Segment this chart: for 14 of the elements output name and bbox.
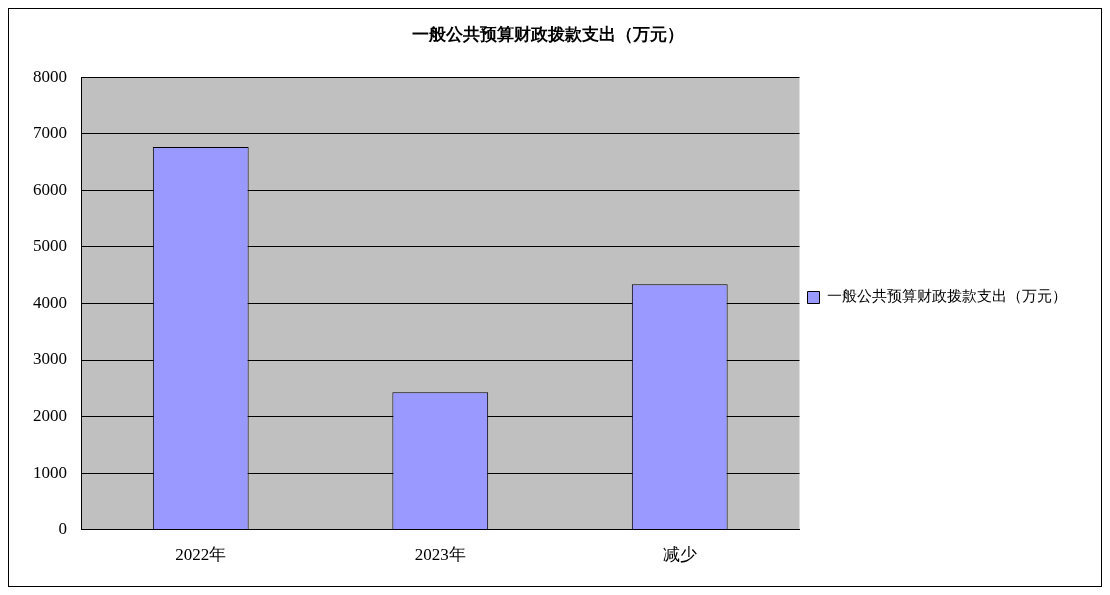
x-tick-label: 2023年 bbox=[414, 545, 466, 565]
y-tick-label: 7000 bbox=[33, 123, 67, 143]
legend-label: 一般公共预算财政拨款支出（万元） bbox=[827, 288, 1067, 305]
y-tick-label: 6000 bbox=[33, 179, 67, 199]
y-tick-label: 2000 bbox=[33, 406, 67, 426]
x-tick-label: 减少 bbox=[662, 545, 697, 565]
chart-title: 一般公共预算财政拨款支出（万元） bbox=[412, 24, 684, 44]
x-tick-label: 2022年 bbox=[175, 545, 227, 565]
y-tick-label: 0 bbox=[58, 519, 67, 539]
y-tick-label: 1000 bbox=[33, 462, 67, 482]
y-tick-label: 4000 bbox=[33, 292, 67, 312]
y-tick-label: 5000 bbox=[33, 236, 67, 256]
y-tick-label: 3000 bbox=[33, 349, 67, 369]
y-tick-label: 8000 bbox=[33, 66, 67, 86]
